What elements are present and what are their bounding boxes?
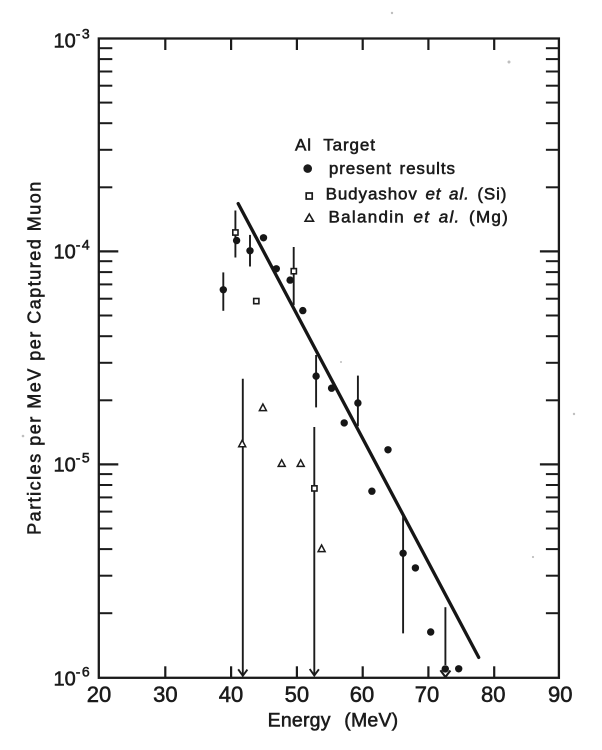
svg-text:70: 70 bbox=[415, 682, 439, 707]
svg-text:Energy (MeV): Energy (MeV) bbox=[268, 710, 399, 732]
svg-text:50: 50 bbox=[285, 682, 309, 707]
svg-text:80: 80 bbox=[481, 682, 505, 707]
svg-text:Particles per MeV per Captured: Particles per MeV per Captured Muon bbox=[25, 180, 45, 535]
svg-text:present results: present results bbox=[329, 159, 456, 178]
svg-text:60: 60 bbox=[350, 682, 374, 707]
svg-text:20: 20 bbox=[87, 682, 111, 707]
svg-text:Balandin et al. (Mg): Balandin et al. (Mg) bbox=[329, 207, 510, 226]
svg-text:Budyashov et al. (Si): Budyashov et al. (Si) bbox=[326, 185, 508, 204]
svg-text:30: 30 bbox=[153, 682, 177, 707]
svg-text:40: 40 bbox=[219, 682, 243, 707]
svg-text:90: 90 bbox=[548, 682, 572, 707]
svg-text:Al Target: Al Target bbox=[295, 136, 376, 155]
